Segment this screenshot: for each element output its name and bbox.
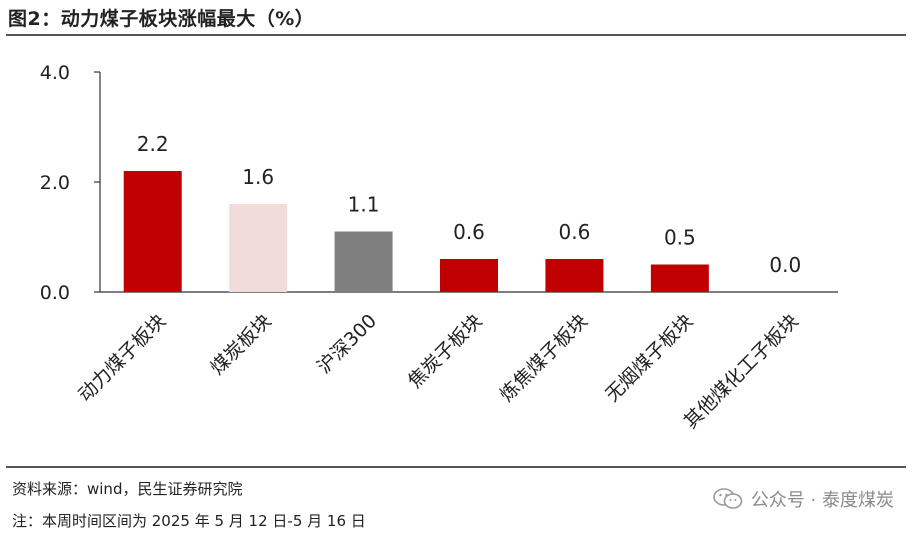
y-tick-label: 0.0 xyxy=(40,282,70,304)
data-label: 1.1 xyxy=(348,193,380,217)
data-label: 0.6 xyxy=(453,220,485,244)
x-tick-label: 炼焦煤子板块 xyxy=(496,310,592,406)
title-divider xyxy=(6,34,906,36)
bar xyxy=(123,171,182,292)
footer-divider xyxy=(6,466,906,468)
watermark: 公众号 · 泰度煤炭 xyxy=(713,486,894,512)
source-note: 资料来源：wind，民生证券研究院 xyxy=(12,480,243,498)
x-tick-label: 沪深300 xyxy=(313,310,381,378)
bar xyxy=(229,204,288,292)
x-tick-label: 无烟煤子板块 xyxy=(601,310,697,406)
y-tick-label: 4.0 xyxy=(40,62,70,84)
x-tick-label: 煤炭板块 xyxy=(206,310,275,379)
bar xyxy=(440,259,498,292)
x-tick-label: 动力煤子板块 xyxy=(74,310,170,406)
x-tick-label: 焦炭子板块 xyxy=(404,310,487,393)
y-tick-label: 2.0 xyxy=(40,172,70,194)
data-label: 0.5 xyxy=(664,226,696,250)
data-label: 0.0 xyxy=(769,253,801,277)
bar xyxy=(334,231,393,292)
watermark-text: 公众号 · 泰度煤炭 xyxy=(750,490,894,511)
bar xyxy=(650,264,709,292)
period-note: 注：本周时间区间为 2025 年 5 月 12 日-5 月 16 日 xyxy=(12,512,366,530)
bar-chart: 0.0 2.0 4.0 2.2 动力煤子板块 1.6 煤炭板块 1.1 沪深300 0.6 焦炭子板… xyxy=(40,62,838,433)
data-label: 2.2 xyxy=(137,132,169,156)
data-label: 1.6 xyxy=(242,165,274,189)
data-label: 0.6 xyxy=(559,220,591,244)
page-title: 图2：动力煤子板块涨幅最大（%） xyxy=(8,8,315,30)
x-tick-label: 其他煤化工子板块 xyxy=(680,310,803,433)
wechat-icon xyxy=(713,488,743,509)
bar xyxy=(545,259,604,292)
